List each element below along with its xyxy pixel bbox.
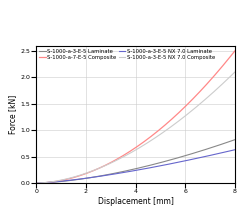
S-1000-a-3-E-5 Laminate <box>233 139 236 141</box>
S-1000-a-3-E-5 Laminate <box>47 181 50 184</box>
S-1000-a-3-E-5 NX 7.0 Laminate <box>233 149 236 151</box>
S-1000-a-7-E-5 Composite <box>216 70 219 73</box>
S-1000-a-7-E-5 Composite <box>88 171 91 174</box>
S-1000-a-3-E-5 NX 7.0 Composite <box>223 80 226 83</box>
S-1000-a-3-E-5 NX 7.0 Laminate <box>43 181 46 184</box>
S-1000-a-7-E-5 Composite <box>233 50 236 52</box>
Legend: S-1000-a-3-E-5 Laminate, S-1000-a-7-E-5 Composite, S-1000-a-3-E-5 NX 7.0 Laminat: S-1000-a-3-E-5 Laminate, S-1000-a-7-E-5 … <box>39 48 215 60</box>
S-1000-a-3-E-5 NX 7.0 Composite <box>216 87 219 89</box>
Y-axis label: Force [kN]: Force [kN] <box>8 95 17 134</box>
X-axis label: Displacement [mm]: Displacement [mm] <box>98 197 174 206</box>
S-1000-a-3-E-5 NX 7.0 Laminate <box>223 151 226 153</box>
Line: S-1000-a-7-E-5 Composite: S-1000-a-7-E-5 Composite <box>36 51 235 183</box>
S-1000-a-7-E-5 Composite <box>43 182 46 184</box>
Line: S-1000-a-3-E-5 NX 7.0 Composite: S-1000-a-3-E-5 NX 7.0 Composite <box>36 72 235 183</box>
S-1000-a-7-E-5 Composite <box>35 182 38 184</box>
S-1000-a-3-E-5 NX 7.0 Laminate <box>88 177 91 179</box>
S-1000-a-3-E-5 NX 7.0 Laminate <box>35 182 38 184</box>
S-1000-a-3-E-5 NX 7.0 Laminate <box>72 179 75 181</box>
S-1000-a-3-E-5 NX 7.0 Composite <box>233 71 236 73</box>
Line: S-1000-a-3-E-5 NX 7.0 Laminate: S-1000-a-3-E-5 NX 7.0 Laminate <box>36 150 235 183</box>
S-1000-a-3-E-5 NX 7.0 Composite <box>88 171 91 173</box>
S-1000-a-7-E-5 Composite <box>47 181 50 184</box>
S-1000-a-3-E-5 Laminate <box>88 177 91 179</box>
Line: S-1000-a-3-E-5 Laminate: S-1000-a-3-E-5 Laminate <box>36 140 235 183</box>
S-1000-a-3-E-5 NX 7.0 Composite <box>47 181 50 183</box>
S-1000-a-3-E-5 Laminate <box>223 142 226 144</box>
S-1000-a-3-E-5 Laminate <box>216 144 219 147</box>
S-1000-a-3-E-5 NX 7.0 Composite <box>72 176 75 178</box>
S-1000-a-3-E-5 Laminate <box>72 179 75 181</box>
S-1000-a-3-E-5 NX 7.0 Laminate <box>216 152 219 155</box>
S-1000-a-3-E-5 NX 7.0 Composite <box>35 182 38 184</box>
S-1000-a-7-E-5 Composite <box>72 176 75 179</box>
S-1000-a-3-E-5 NX 7.0 Composite <box>43 181 46 184</box>
S-1000-a-3-E-5 Laminate <box>43 182 46 184</box>
S-1000-a-3-E-5 NX 7.0 Laminate <box>47 181 50 184</box>
S-1000-a-7-E-5 Composite <box>223 62 226 65</box>
S-1000-a-3-E-5 Laminate <box>35 182 38 184</box>
